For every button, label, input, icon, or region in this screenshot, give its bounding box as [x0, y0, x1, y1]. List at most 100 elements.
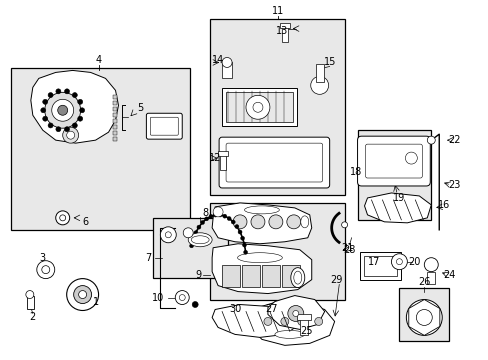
Circle shape: [222, 58, 232, 67]
Text: 17: 17: [367, 257, 380, 267]
Text: 4: 4: [95, 55, 102, 66]
Circle shape: [48, 93, 53, 98]
Text: 15: 15: [323, 58, 335, 67]
Text: 2: 2: [30, 312, 36, 323]
Circle shape: [48, 123, 53, 128]
Text: 22: 22: [447, 135, 460, 145]
Text: 7: 7: [145, 253, 151, 263]
Circle shape: [200, 220, 204, 225]
Bar: [281, 265, 299, 287]
Circle shape: [78, 99, 82, 104]
Circle shape: [72, 93, 77, 98]
Polygon shape: [212, 203, 311, 244]
Text: 25: 25: [300, 327, 312, 336]
Circle shape: [72, 123, 77, 128]
Circle shape: [41, 108, 46, 113]
Circle shape: [243, 250, 247, 254]
Bar: [222, 88, 296, 126]
Circle shape: [213, 213, 217, 217]
Text: 20: 20: [407, 257, 420, 267]
Bar: [112, 107, 117, 111]
Ellipse shape: [244, 206, 279, 214]
Circle shape: [297, 318, 305, 325]
Text: 14: 14: [211, 55, 224, 66]
Circle shape: [41, 266, 50, 274]
Circle shape: [233, 215, 246, 229]
Bar: [359, 252, 401, 280]
Circle shape: [192, 302, 198, 307]
Bar: [242, 265, 260, 287]
Circle shape: [183, 228, 193, 238]
Text: 29: 29: [330, 275, 342, 285]
Bar: [112, 131, 117, 135]
Circle shape: [390, 254, 407, 270]
Circle shape: [406, 300, 441, 336]
Circle shape: [341, 222, 347, 228]
Bar: [27, 296, 34, 310]
Polygon shape: [212, 305, 299, 337]
Circle shape: [396, 259, 402, 265]
Circle shape: [62, 127, 79, 143]
Text: 8: 8: [202, 208, 208, 218]
Bar: [299, 318, 307, 336]
Circle shape: [415, 310, 431, 325]
Circle shape: [52, 99, 74, 121]
Text: 19: 19: [392, 193, 405, 203]
Bar: [279, 23, 289, 28]
Text: 11: 11: [271, 6, 284, 15]
Circle shape: [292, 310, 298, 316]
Text: 6: 6: [82, 217, 88, 227]
Bar: [222, 265, 240, 287]
Circle shape: [191, 237, 195, 241]
Text: 16: 16: [437, 200, 449, 210]
Bar: [262, 265, 279, 287]
Circle shape: [175, 291, 189, 305]
Circle shape: [78, 116, 82, 121]
Circle shape: [250, 215, 264, 229]
Circle shape: [310, 76, 328, 94]
Ellipse shape: [290, 268, 304, 288]
Circle shape: [165, 232, 171, 238]
Ellipse shape: [237, 253, 282, 263]
Ellipse shape: [191, 236, 209, 244]
Text: 21: 21: [341, 243, 353, 253]
Circle shape: [64, 89, 69, 94]
Circle shape: [204, 217, 208, 221]
Bar: [112, 95, 117, 99]
Circle shape: [56, 89, 61, 94]
Text: 27: 27: [265, 305, 278, 315]
Bar: [153, 218, 227, 278]
Text: 13: 13: [275, 26, 287, 36]
Polygon shape: [249, 302, 334, 345]
Circle shape: [286, 215, 300, 229]
Text: 9: 9: [195, 270, 201, 280]
Circle shape: [58, 105, 67, 115]
Bar: [363, 256, 397, 276]
Bar: [11, 68, 190, 230]
Circle shape: [66, 279, 99, 310]
Circle shape: [264, 318, 271, 325]
Bar: [210, 19, 344, 195]
Circle shape: [213, 207, 223, 217]
FancyBboxPatch shape: [357, 136, 429, 186]
Text: 10: 10: [152, 293, 164, 302]
Bar: [112, 137, 117, 141]
Circle shape: [56, 127, 61, 132]
Text: 3: 3: [40, 253, 46, 263]
Circle shape: [268, 215, 282, 229]
Bar: [357, 130, 430, 220]
Circle shape: [160, 227, 176, 243]
Bar: [112, 101, 117, 105]
Text: 23: 23: [447, 180, 459, 190]
Circle shape: [42, 99, 48, 104]
Circle shape: [56, 211, 69, 225]
Circle shape: [314, 318, 322, 325]
Circle shape: [218, 213, 222, 217]
Text: 30: 30: [228, 305, 241, 315]
Circle shape: [80, 108, 84, 113]
Bar: [281, 24, 287, 41]
Circle shape: [280, 318, 288, 325]
Circle shape: [45, 92, 81, 128]
Polygon shape: [31, 71, 118, 143]
Bar: [112, 125, 117, 129]
